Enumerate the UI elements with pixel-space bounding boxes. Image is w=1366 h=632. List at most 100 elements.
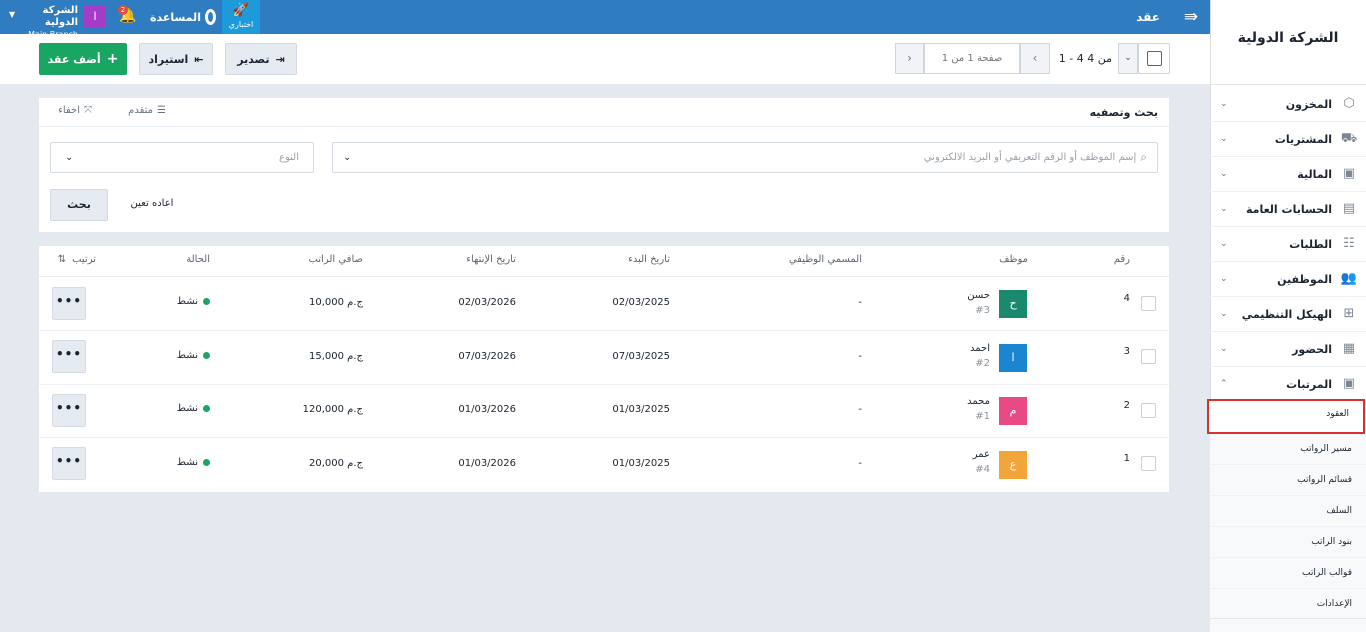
status-badge: نشط xyxy=(150,457,210,468)
search-panel-title: بحث وتصفيه xyxy=(1089,106,1158,119)
sidebar-item-next[interactable] xyxy=(1210,618,1366,632)
next-page-button[interactable]: › xyxy=(895,43,924,74)
column-header-employee[interactable]: موظف xyxy=(999,254,1028,265)
column-header-status[interactable]: الحالة xyxy=(186,254,210,265)
row-actions-button[interactable]: ••• xyxy=(52,394,86,427)
top-bar xyxy=(0,0,1210,34)
divider xyxy=(39,384,1169,385)
row-checkbox[interactable] xyxy=(1141,403,1156,418)
pagination-range: 1 - 4 من 4 xyxy=(1058,52,1112,65)
sidebar-subitem-payslips[interactable]: قسائم الرواتب xyxy=(1210,465,1366,496)
status-label: نشط xyxy=(176,403,198,414)
sidebar-item-requests[interactable]: ☷ الطلبات ⌄ xyxy=(1210,227,1366,262)
chevron-down-icon: ⌄ xyxy=(1220,309,1228,319)
type-placeholder: النوع xyxy=(279,152,299,163)
employee-code: #1 xyxy=(975,411,990,422)
employee-code: #3 xyxy=(975,305,990,316)
sidebar-item-label: الطلبات xyxy=(1289,237,1332,251)
import-icon: ⇤ xyxy=(194,52,204,66)
employee-name[interactable]: عمر xyxy=(972,449,990,460)
reset-button[interactable]: اعاده تعين xyxy=(130,198,174,209)
net-salary: 15,000 ج.م xyxy=(309,351,363,362)
search-button[interactable]: بحث xyxy=(50,189,108,221)
sidebar-item-org-structure[interactable]: ⊞ الهيكل التنظيمي ⌄ xyxy=(1210,297,1366,332)
advanced-label: متقدم xyxy=(128,105,154,116)
caret-down-icon[interactable]: ▼ xyxy=(9,10,16,19)
search-input[interactable]: ⌕ إسم الموظف أو الرقم التعريفي أو البريد… xyxy=(332,142,1158,173)
page-number-input[interactable] xyxy=(924,43,1020,74)
advanced-search-toggle[interactable]: ☰ متقدم xyxy=(118,105,166,116)
chevron-down-icon: ⌄ xyxy=(1220,274,1228,284)
sidebar-subitem-advances[interactable]: السلف xyxy=(1210,496,1366,527)
help-button[interactable]: المساعدة xyxy=(150,9,216,25)
employee-name[interactable]: حسن xyxy=(967,290,990,301)
bulk-actions-dropdown[interactable]: ⌄ xyxy=(1118,43,1138,74)
row-actions-button[interactable]: ••• xyxy=(52,287,86,320)
sidebar-item-accounts[interactable]: ▤ الحسابات العامة ⌄ xyxy=(1210,192,1366,227)
sidebar-logo[interactable]: الشركة الدولية xyxy=(1237,30,1339,46)
org-chart-icon: ⊞ xyxy=(1343,306,1355,321)
avatar[interactable]: ا xyxy=(84,6,106,28)
sidebar-item-purchases[interactable]: ⛟ المشتريات ⌄ xyxy=(1210,122,1366,157)
sidebar-subitem-salary-components[interactable]: بنود الراتب xyxy=(1210,527,1366,558)
sidebar-item-inventory[interactable]: ⬡ المخزون ⌄ xyxy=(1210,87,1366,122)
sidebar-item-label: المرتبات xyxy=(1286,377,1332,391)
sidebar-subitem-settings[interactable]: الإعدادات xyxy=(1210,589,1366,620)
hide-search-toggle[interactable]: ⤧ اخفاء xyxy=(50,105,92,116)
employee-code: #4 xyxy=(975,464,990,475)
rocket-icon: 🚀 xyxy=(232,3,250,18)
search-placeholder: إسم الموظف أو الرقم التعريفي أو البريد ا… xyxy=(923,152,1137,163)
row-actions-button[interactable]: ••• xyxy=(52,340,86,373)
row-number: 1 xyxy=(1123,453,1130,464)
employee-name[interactable]: احمد xyxy=(970,343,990,354)
row-actions-button[interactable]: ••• xyxy=(52,447,86,480)
sidebar-item-payroll[interactable]: ▣ المرتبات ⌃ xyxy=(1210,367,1366,402)
sidebar-item-label: المشتريات xyxy=(1274,132,1332,146)
row-checkbox[interactable] xyxy=(1141,296,1156,311)
chevron-up-icon: ⌃ xyxy=(1220,379,1228,389)
sidebar-subitem-salary-templates[interactable]: قوالب الراتب xyxy=(1210,558,1366,589)
import-label: استيراد xyxy=(148,52,189,66)
row-checkbox[interactable] xyxy=(1141,456,1156,471)
status-label: نشط xyxy=(176,457,198,468)
type-select[interactable]: النوع ⌄ xyxy=(50,142,314,173)
add-contract-button[interactable]: + أضف عقد xyxy=(39,43,127,75)
sidebar-subitem-contracts[interactable]: العقود xyxy=(1207,399,1365,434)
cash-icon: ▤ xyxy=(1342,201,1356,216)
export-icon: ⇥ xyxy=(275,52,285,66)
column-header-job-title[interactable]: المسمي الوظيفي xyxy=(788,254,862,265)
plus-icon: + xyxy=(106,51,119,67)
divider xyxy=(1210,84,1366,85)
chevron-down-icon: ⌄ xyxy=(1220,204,1228,214)
sidebar-item-employees[interactable]: 👥 الموظفين ⌄ xyxy=(1210,262,1366,297)
chevron-down-icon: ⌄ xyxy=(65,152,74,163)
sidebar-item-attendance[interactable]: ▦ الحضور ⌄ xyxy=(1210,332,1366,367)
money-icon: ▣ xyxy=(1342,166,1356,181)
end-date: 01/03/2026 xyxy=(458,458,516,469)
status-badge: نشط xyxy=(150,296,210,307)
trial-button[interactable]: 🚀 اختباري xyxy=(222,0,260,34)
truck-icon: ⛟ xyxy=(1340,131,1358,146)
column-header-number[interactable]: رقم xyxy=(1113,254,1130,265)
employee-name[interactable]: محمد xyxy=(967,396,990,407)
sidebar-item-label: الموظفين xyxy=(1277,272,1332,286)
search-panel-header xyxy=(39,98,1169,127)
divider xyxy=(39,276,1169,277)
job-title: - xyxy=(858,351,862,362)
job-title: - xyxy=(858,458,862,469)
menu-toggle-icon[interactable]: ⇛ xyxy=(1183,7,1199,27)
column-header-start-date[interactable]: تاريخ البدء xyxy=(628,254,670,265)
select-all-checkbox[interactable] xyxy=(1138,43,1170,74)
status-badge: نشط xyxy=(150,350,210,361)
import-button[interactable]: ⇤ استيراد xyxy=(139,43,213,75)
previous-page-button[interactable]: ‹ xyxy=(1020,43,1050,74)
row-checkbox[interactable] xyxy=(1141,349,1156,364)
column-header-net-salary[interactable]: صافي الراتب xyxy=(308,254,363,265)
add-contract-label: أضف عقد xyxy=(47,52,101,66)
sort-button[interactable]: ترتيب ⇅ xyxy=(52,254,96,265)
column-header-end-date[interactable]: تاريخ الإنتهاء xyxy=(466,254,516,265)
sidebar-subitem-payroll-run[interactable]: مسير الرواتب xyxy=(1210,434,1366,465)
users-icon: 👥 xyxy=(1340,271,1358,286)
sidebar-item-finance[interactable]: ▣ المالية ⌄ xyxy=(1210,157,1366,192)
export-button[interactable]: ⇥ تصدير xyxy=(225,43,297,75)
